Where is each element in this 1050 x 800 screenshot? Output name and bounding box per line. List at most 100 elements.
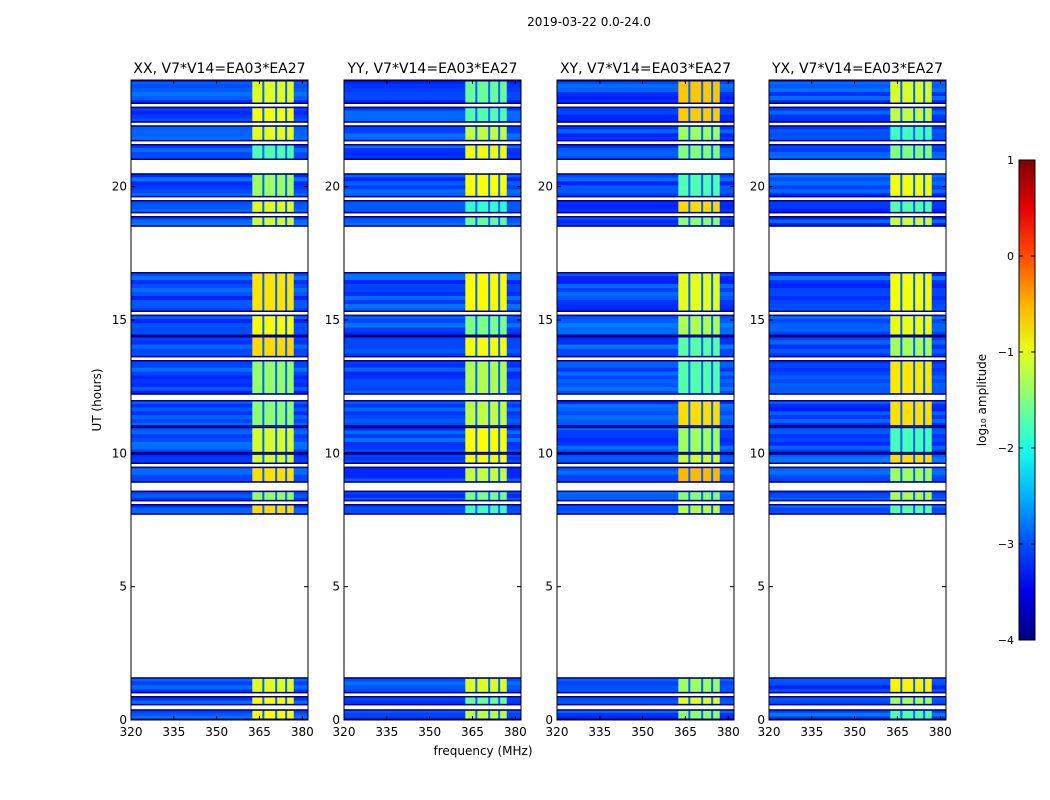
noise-row	[769, 375, 946, 380]
noise-row	[131, 280, 308, 284]
rfi-band	[678, 125, 720, 142]
noise-row	[131, 700, 308, 706]
noise-row	[131, 344, 308, 349]
rfi-band	[465, 453, 507, 464]
segment-edge	[131, 216, 308, 218]
channel-gap	[475, 360, 478, 395]
segment-edge	[131, 336, 308, 338]
segment-edge	[131, 425, 308, 427]
channel-gap	[498, 696, 501, 706]
channel-gap	[913, 80, 916, 104]
segment-edge	[769, 195, 946, 198]
noise-row	[131, 200, 308, 205]
rfi-band	[465, 106, 507, 123]
channel-gap	[475, 677, 478, 694]
x-tick-label: 350	[418, 725, 441, 739]
segment-edge	[131, 451, 308, 454]
segment-edge	[769, 216, 946, 218]
segment-edge	[557, 481, 734, 483]
channel-gap	[711, 144, 714, 160]
channel-gap	[275, 272, 278, 312]
rfi-band	[252, 80, 294, 104]
noise-row	[557, 419, 734, 423]
channel-gap	[475, 709, 478, 720]
noise-row	[769, 216, 946, 220]
segment-edge	[769, 334, 946, 336]
noise-row	[769, 390, 946, 395]
noise-row	[131, 173, 308, 178]
segment-edge	[344, 310, 521, 312]
noise-row	[557, 360, 734, 364]
noise-row	[557, 689, 734, 694]
rfi-band	[678, 400, 720, 427]
segment-edge	[769, 355, 946, 358]
noise-row	[557, 453, 734, 457]
rfi-band	[465, 400, 507, 427]
noise-row	[131, 133, 308, 138]
channel-gap	[262, 314, 265, 336]
segment-edge	[344, 125, 521, 127]
channel-gap	[923, 453, 926, 464]
noise-row	[769, 712, 946, 717]
noise-row	[557, 415, 734, 420]
channel-gap	[688, 106, 691, 123]
noise-row	[557, 204, 734, 209]
noise-row	[344, 156, 521, 160]
rfi-band	[252, 272, 294, 312]
segment-edge	[131, 200, 308, 202]
noise-row	[557, 367, 734, 372]
segment-edge	[557, 121, 734, 123]
noise-row	[131, 125, 308, 130]
noise-row	[344, 494, 521, 498]
noise-row	[131, 148, 308, 152]
channel-gap	[262, 125, 265, 142]
noise-row	[557, 118, 734, 123]
segment-edge	[344, 451, 521, 454]
noise-row	[769, 208, 946, 214]
segment-edge	[557, 504, 734, 506]
channel-gap	[900, 272, 903, 312]
channel-gap	[923, 173, 926, 198]
noise-row	[769, 415, 946, 420]
rfi-band	[890, 453, 932, 464]
segment-edge	[769, 691, 946, 694]
noise-row	[769, 696, 946, 701]
noise-row	[344, 375, 521, 380]
noise-row	[769, 400, 946, 404]
channel-gap	[701, 125, 704, 142]
channel-gap	[913, 200, 916, 214]
noise-row	[131, 100, 308, 104]
noise-row	[557, 677, 734, 682]
segment-edge	[131, 504, 308, 506]
channel-gap	[285, 144, 288, 160]
segment-edge	[557, 691, 734, 694]
panel-xx: XX, V7*V14=EA03*EA27 320 335 350 365 380 0 5 10 1…	[112, 61, 314, 739]
noise-row	[131, 308, 308, 312]
rfi-band	[252, 426, 294, 454]
noise-row	[131, 177, 308, 182]
noise-row	[344, 284, 521, 288]
noise-row	[131, 106, 308, 111]
rfi-band	[465, 144, 507, 160]
noise-row	[131, 314, 308, 319]
channel-gap	[688, 426, 691, 454]
x-tick-label: 380	[504, 725, 527, 739]
noise-row	[557, 216, 734, 220]
y-tick-label: 0	[545, 713, 553, 727]
channel-gap	[285, 216, 288, 227]
channel-gap	[688, 466, 691, 483]
segment-edge	[344, 481, 521, 483]
channel-gap	[475, 80, 478, 104]
noise-row	[769, 308, 946, 312]
noise-row	[131, 284, 308, 288]
noise-row	[344, 100, 521, 104]
noise-row	[769, 152, 946, 156]
channel-gap	[923, 106, 926, 123]
channel-gap	[701, 173, 704, 198]
noise-row	[344, 353, 521, 358]
noise-row	[344, 323, 521, 328]
channel-gap	[262, 200, 265, 214]
noise-row	[557, 426, 734, 431]
noise-row	[769, 434, 946, 439]
rfi-band	[465, 677, 507, 694]
